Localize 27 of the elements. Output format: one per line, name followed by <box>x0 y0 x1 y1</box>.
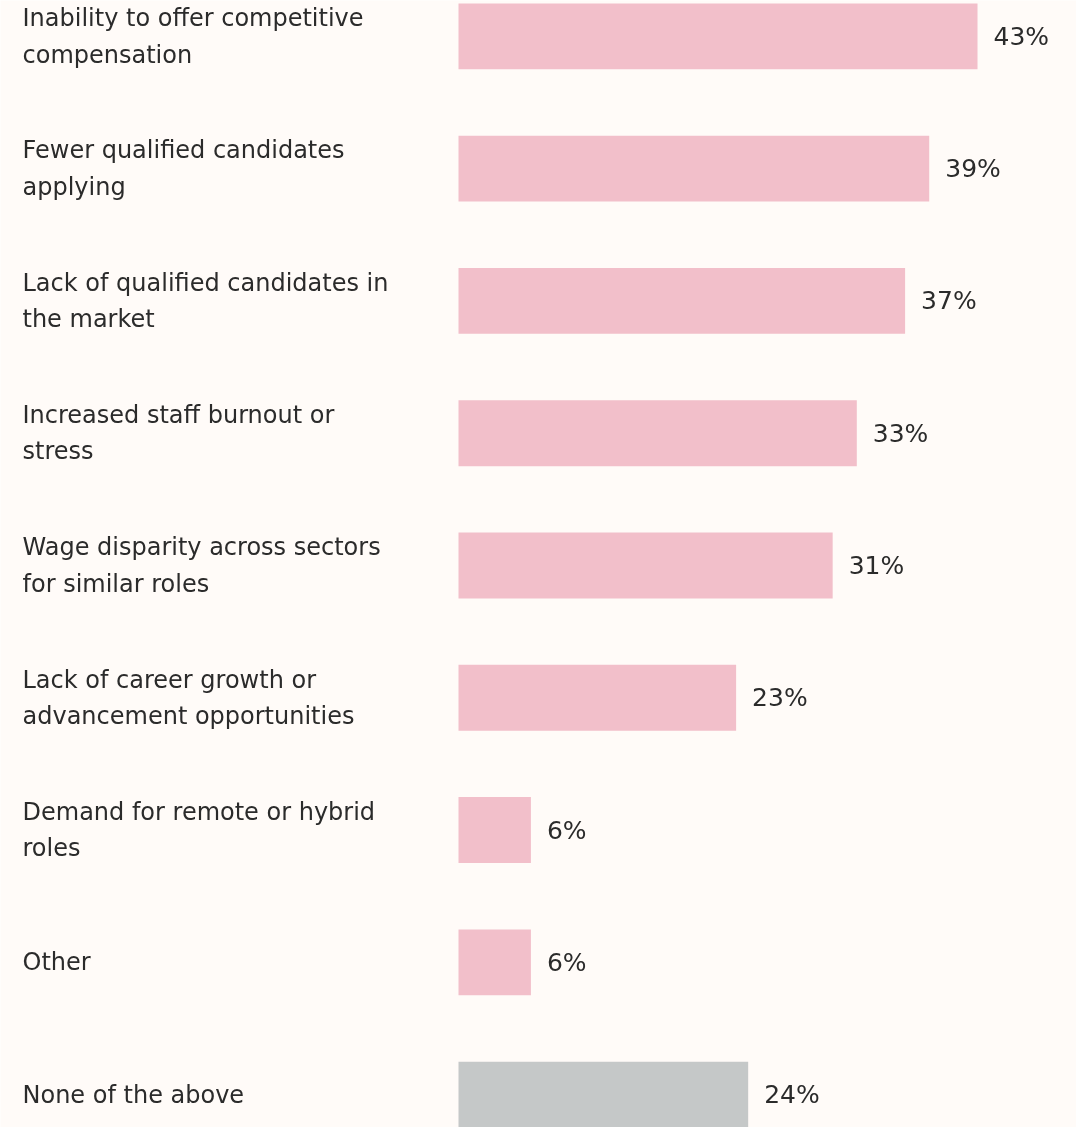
data-label: 24% <box>764 1080 820 1110</box>
bar <box>458 929 531 996</box>
bar <box>458 135 930 202</box>
bar <box>458 400 857 467</box>
data-label: 31% <box>848 551 905 580</box>
data-label: 43% <box>993 21 1050 51</box>
y-tick-label: None of the above <box>22 1080 245 1109</box>
y-tick-label: Inability to offer competitive compensation <box>22 4 364 69</box>
bar <box>458 3 978 70</box>
y-tick-label: Lack of career growth or advancement opportunities <box>22 665 355 730</box>
y-tick-label: Other <box>22 948 91 977</box>
data-label: 23% <box>752 683 808 713</box>
y-tick-label: Fewer qualified candidates applying <box>22 136 345 201</box>
bar <box>458 532 833 599</box>
y-tick-label: Demand for remote or hybrid roles <box>22 797 376 863</box>
data-label: 33% <box>872 418 929 448</box>
data-label: 6% <box>546 815 587 845</box>
data-label: 39% <box>945 154 1001 184</box>
y-tick-label: Lack of qualified candidates in the market <box>22 268 389 334</box>
y-tick-label: Wage disparity across sectors for similar roles <box>22 533 381 598</box>
bar <box>458 1061 749 1127</box>
y-tick-label: Increased staff burnout or stress <box>22 401 335 466</box>
bar <box>458 268 906 334</box>
data-label: 6% <box>546 947 587 977</box>
bar <box>458 664 737 731</box>
data-label: 37% <box>921 286 977 316</box>
bar <box>458 797 531 863</box>
